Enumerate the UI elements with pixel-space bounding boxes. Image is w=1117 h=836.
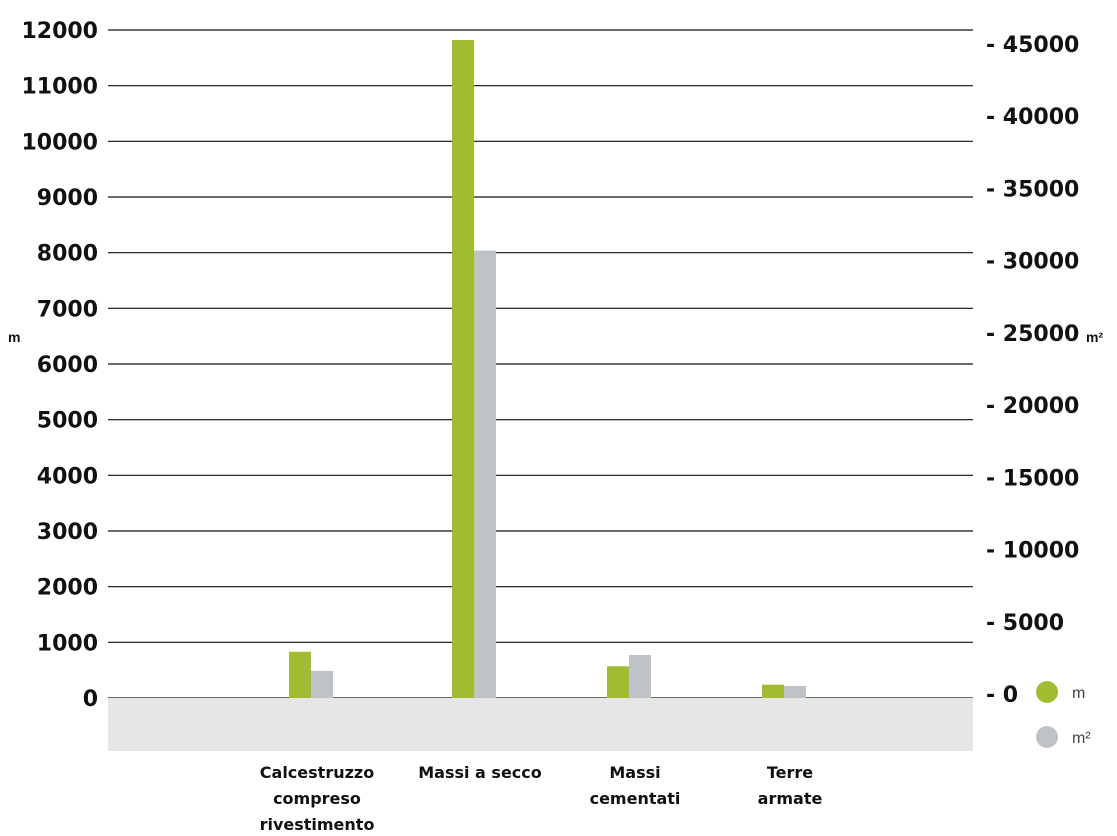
bar-m [762,684,784,698]
right-tick-label: - 25000 [986,322,1079,347]
gridlines [108,29,973,699]
left-tick-label: 0 [83,687,98,712]
left-tick-label: 5000 [37,409,98,434]
legend-label: m [1072,685,1085,702]
bar-m2 [311,670,333,698]
bar-m2 [474,250,496,699]
left-tick-label: 9000 [37,186,98,211]
bar-m2 [784,685,806,698]
bar-m [289,651,311,698]
left-tick-label: 4000 [37,464,98,489]
bar-m2 [629,655,651,698]
left-tick-label: 1000 [37,631,98,656]
below-zero-band [108,698,973,751]
right-tick-label: - 30000 [986,250,1079,275]
legend-marker [1036,726,1058,748]
right-tick-label: - 15000 [986,466,1079,491]
right-tick-label: - 45000 [986,33,1079,58]
bars [289,40,806,699]
right-tick-label: - 20000 [986,394,1079,419]
category-label: Calcestruzzo [260,763,374,782]
right-tick-label: - 0 [986,683,1018,708]
legend-marker [1036,681,1058,703]
left-tick-label: 12000 [21,19,98,44]
bar-m [607,666,629,698]
bar-m [452,40,474,698]
category-label: Massi [609,763,660,782]
left-tick-label: 3000 [37,520,98,545]
right-tick-label: - 10000 [986,539,1079,564]
legend-label: m² [1072,730,1091,747]
category-label: Terre [767,763,813,782]
right-tick-label: - 40000 [986,105,1079,130]
left-axis-ticks: 0 1000 2000 3000 4000 5000 6000 7000 8000 9000 100… [21,19,98,712]
left-tick-label: 11000 [21,75,98,100]
right-tick-label: - 5000 [986,611,1064,636]
category-label: rivestimento [260,815,375,834]
category-label: armate [758,789,823,808]
left-tick-label: 2000 [37,576,98,601]
category-label: cementati [590,789,681,808]
category-label: Massi a secco [418,763,542,782]
right-tick-label: - 35000 [986,177,1079,202]
left-tick-label: 10000 [21,130,98,155]
right-axis-ticks: - 0 - 5000 - 10000 - 15000 - 20000 - 25000 - 3… [986,33,1079,708]
legend: m m² [1036,681,1091,748]
left-tick-label: 6000 [37,353,98,378]
category-labels: Calcestruzzo compreso rivestimento Massi a … [260,763,823,834]
left-tick-label: 7000 [37,297,98,322]
left-axis-title: m [8,329,20,345]
category-label: compreso [273,789,361,808]
left-tick-label: 8000 [37,242,98,267]
right-axis-title: m² [1086,329,1103,345]
